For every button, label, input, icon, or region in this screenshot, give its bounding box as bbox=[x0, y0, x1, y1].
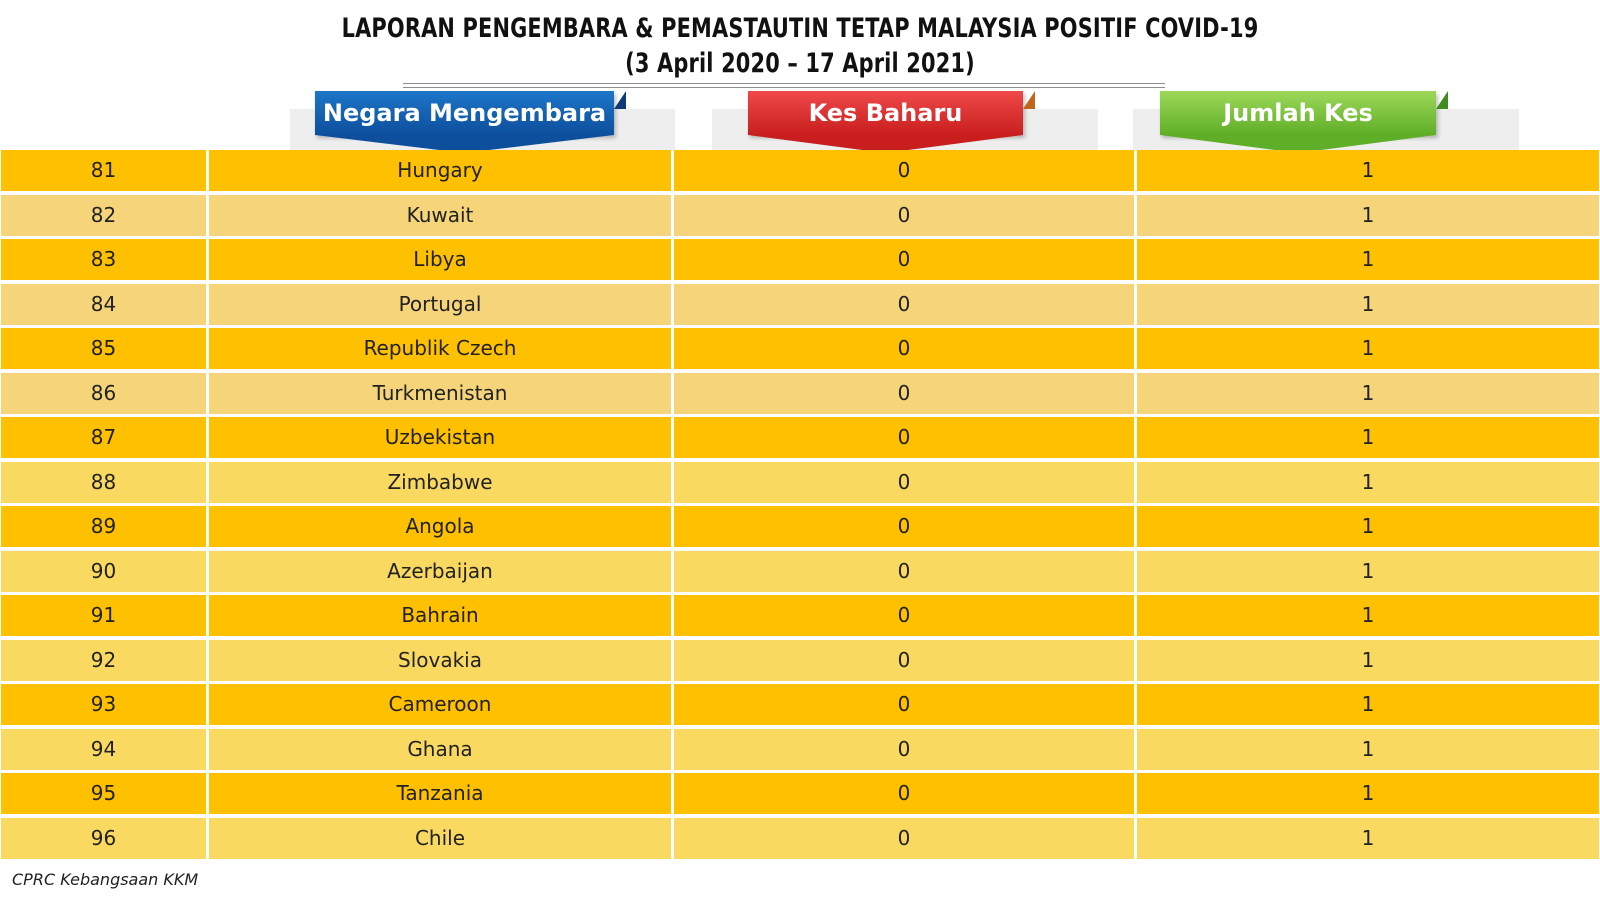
total-cases-value: 1 bbox=[1137, 194, 1599, 236]
total-cases-value: 1 bbox=[1137, 550, 1599, 592]
country-name: Ghana bbox=[209, 728, 671, 770]
new-cases-value: 0 bbox=[674, 817, 1134, 859]
total-cases-value: 1 bbox=[1137, 506, 1599, 547]
row-number: 96 bbox=[1, 817, 206, 859]
row-number: 95 bbox=[1, 773, 206, 814]
header-new-cases: Kes Baharu bbox=[748, 91, 1035, 153]
cases-table: 81 Hungary 0 1 82 Kuwait 0 1 83 Libya 0 … bbox=[0, 150, 1600, 862]
new-cases-value: 0 bbox=[674, 595, 1134, 636]
table-row: 87 Uzbekistan 0 1 bbox=[0, 417, 1600, 462]
table-row: 96 Chile 0 1 bbox=[0, 817, 1600, 863]
table-row: 81 Hungary 0 1 bbox=[0, 150, 1600, 195]
banner-point bbox=[748, 135, 1023, 153]
table-row: 82 Kuwait 0 1 bbox=[0, 194, 1600, 240]
table-row: 90 Azerbaijan 0 1 bbox=[0, 550, 1600, 596]
header-country-label: Negara Mengembara bbox=[322, 99, 607, 127]
table-row: 88 Zimbabwe 0 1 bbox=[0, 461, 1600, 507]
row-number: 94 bbox=[1, 728, 206, 770]
header-total-cases-label: Jumlah Kes bbox=[1223, 99, 1373, 127]
total-cases-value: 1 bbox=[1137, 328, 1599, 369]
source-footer: CPRC Kebangsaan KKM bbox=[12, 870, 199, 889]
total-cases-value: 1 bbox=[1137, 773, 1599, 814]
table-row: 83 Libya 0 1 bbox=[0, 239, 1600, 284]
country-name: Portugal bbox=[209, 283, 671, 325]
total-cases-value: 1 bbox=[1137, 150, 1599, 191]
total-cases-value: 1 bbox=[1137, 417, 1599, 458]
country-name: Turkmenistan bbox=[209, 372, 671, 414]
country-name: Kuwait bbox=[209, 194, 671, 236]
table-row: 86 Turkmenistan 0 1 bbox=[0, 372, 1600, 418]
total-cases-value: 1 bbox=[1137, 639, 1599, 681]
country-name: Bahrain bbox=[209, 595, 671, 636]
country-name: Zimbabwe bbox=[209, 461, 671, 503]
country-name: Azerbaijan bbox=[209, 550, 671, 592]
row-number: 81 bbox=[1, 150, 206, 191]
country-name: Cameroon bbox=[209, 684, 671, 725]
new-cases-value: 0 bbox=[674, 728, 1134, 770]
report-title: LAPORAN PENGEMBARA & PEMASTAUTIN TETAP M… bbox=[341, 13, 1259, 44]
row-number: 86 bbox=[1, 372, 206, 414]
table-row: 93 Cameroon 0 1 bbox=[0, 684, 1600, 729]
header-total-cases: Jumlah Kes bbox=[1160, 91, 1448, 153]
row-number: 83 bbox=[1, 239, 206, 280]
banner-point bbox=[315, 135, 614, 153]
total-cases-value: 1 bbox=[1137, 728, 1599, 770]
new-cases-value: 0 bbox=[674, 639, 1134, 681]
country-name: Chile bbox=[209, 817, 671, 859]
banner-point bbox=[1160, 135, 1436, 153]
row-number: 87 bbox=[1, 417, 206, 458]
country-name: Hungary bbox=[209, 150, 671, 191]
table-row: 91 Bahrain 0 1 bbox=[0, 595, 1600, 640]
table-row: 94 Ghana 0 1 bbox=[0, 728, 1600, 774]
new-cases-value: 0 bbox=[674, 372, 1134, 414]
row-number: 84 bbox=[1, 283, 206, 325]
new-cases-value: 0 bbox=[674, 239, 1134, 280]
table-row: 84 Portugal 0 1 bbox=[0, 283, 1600, 329]
total-cases-value: 1 bbox=[1137, 372, 1599, 414]
country-name: Angola bbox=[209, 506, 671, 547]
table-row: 95 Tanzania 0 1 bbox=[0, 773, 1600, 818]
country-name: Slovakia bbox=[209, 639, 671, 681]
country-name: Uzbekistan bbox=[209, 417, 671, 458]
row-number: 91 bbox=[1, 595, 206, 636]
header-country: Negara Mengembara bbox=[315, 91, 626, 153]
title-divider bbox=[403, 83, 1165, 88]
report-date-range: (3 April 2020 – 17 April 2021) bbox=[625, 48, 975, 79]
row-number: 92 bbox=[1, 639, 206, 681]
new-cases-value: 0 bbox=[674, 773, 1134, 814]
total-cases-value: 1 bbox=[1137, 684, 1599, 725]
banner-fold bbox=[1436, 91, 1448, 109]
new-cases-value: 0 bbox=[674, 461, 1134, 503]
table-row: 92 Slovakia 0 1 bbox=[0, 639, 1600, 685]
country-name: Republik Czech bbox=[209, 328, 671, 369]
total-cases-value: 1 bbox=[1137, 817, 1599, 859]
total-cases-value: 1 bbox=[1137, 239, 1599, 280]
new-cases-value: 0 bbox=[674, 194, 1134, 236]
row-number: 88 bbox=[1, 461, 206, 503]
total-cases-value: 1 bbox=[1137, 283, 1599, 325]
total-cases-value: 1 bbox=[1137, 461, 1599, 503]
row-number: 85 bbox=[1, 328, 206, 369]
banner-fold bbox=[614, 91, 626, 109]
row-number: 90 bbox=[1, 550, 206, 592]
new-cases-value: 0 bbox=[674, 150, 1134, 191]
row-number: 89 bbox=[1, 506, 206, 547]
row-number: 82 bbox=[1, 194, 206, 236]
new-cases-value: 0 bbox=[674, 417, 1134, 458]
total-cases-value: 1 bbox=[1137, 595, 1599, 636]
new-cases-value: 0 bbox=[674, 684, 1134, 725]
country-name: Libya bbox=[209, 239, 671, 280]
banner-fold bbox=[1023, 91, 1035, 109]
table-row: 89 Angola 0 1 bbox=[0, 506, 1600, 551]
new-cases-value: 0 bbox=[674, 328, 1134, 369]
new-cases-value: 0 bbox=[674, 550, 1134, 592]
country-name: Tanzania bbox=[209, 773, 671, 814]
row-number: 93 bbox=[1, 684, 206, 725]
new-cases-value: 0 bbox=[674, 506, 1134, 547]
header-new-cases-label: Kes Baharu bbox=[808, 99, 963, 127]
table-row: 85 Republik Czech 0 1 bbox=[0, 328, 1600, 373]
new-cases-value: 0 bbox=[674, 283, 1134, 325]
